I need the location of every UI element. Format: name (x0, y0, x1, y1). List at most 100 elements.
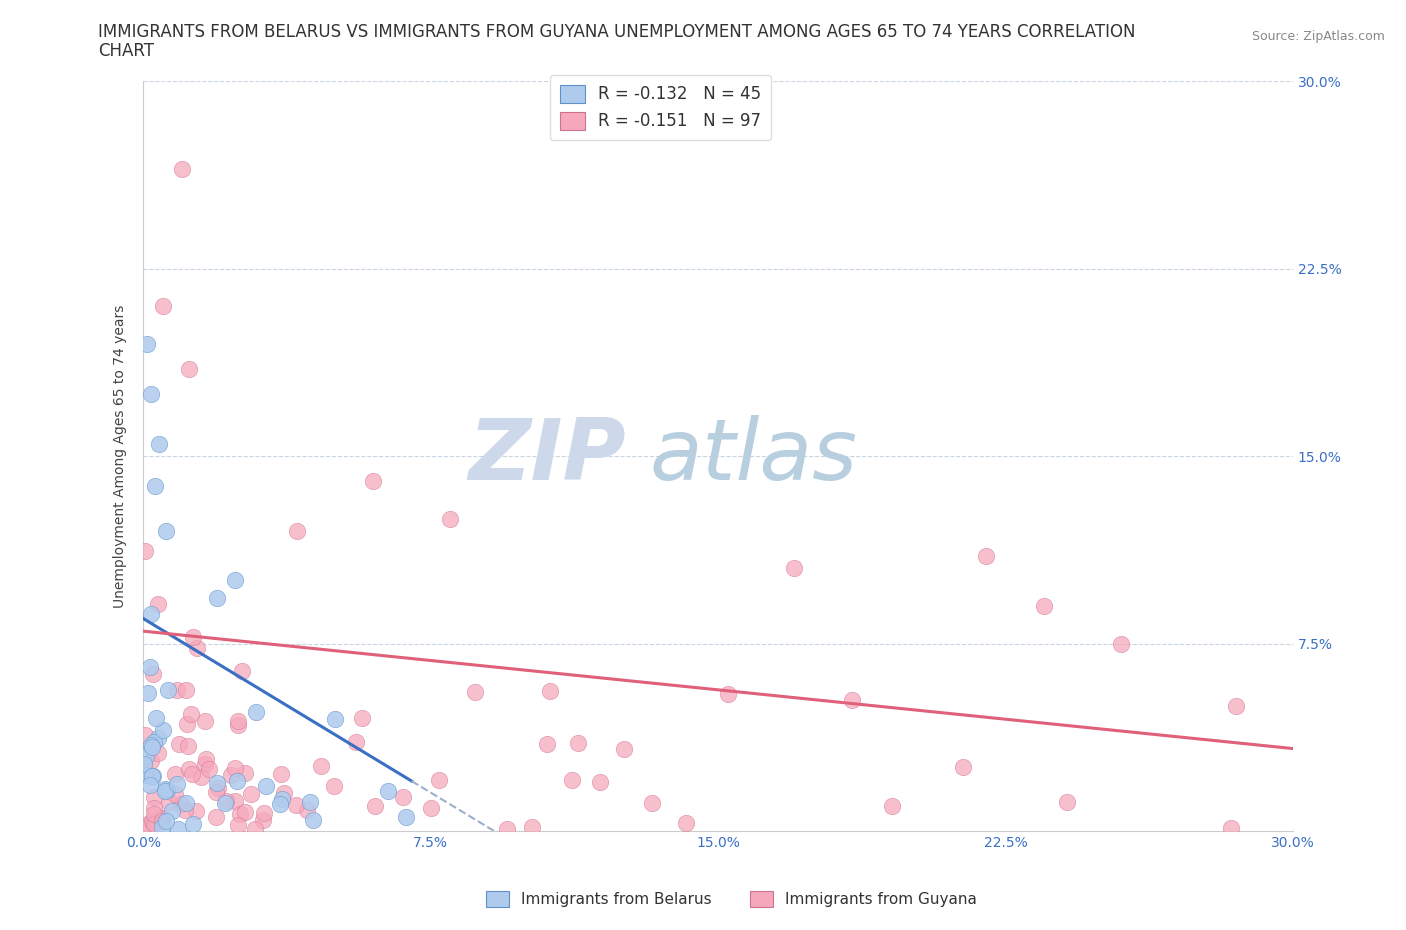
Point (145, 817, 167, 832)
Point (1220, 820, 1243, 835)
Point (717, 686, 740, 701)
Point (142, 806, 165, 821)
Point (228, 817, 250, 832)
Point (142, 735, 165, 750)
Point (561, 773, 583, 788)
Point (174, 683, 197, 698)
Point (180, 766, 202, 781)
Point (163, 767, 186, 782)
Point (783, 561, 806, 576)
Point (153, 783, 176, 798)
Point (323, 778, 346, 793)
Point (152, 814, 174, 829)
Text: ZIP: ZIP (468, 415, 626, 498)
Point (254, 779, 277, 794)
Point (253, 806, 276, 821)
Point (134, 544, 156, 559)
Point (233, 765, 256, 780)
Point (169, 796, 191, 811)
Legend: Immigrants from Belarus, Immigrants from Guyana: Immigrants from Belarus, Immigrants from… (479, 884, 983, 913)
Point (841, 693, 863, 708)
Point (157, 795, 180, 810)
Point (177, 738, 200, 753)
Point (139, 386, 162, 401)
Point (613, 741, 636, 756)
Point (285, 798, 308, 813)
Point (134, 756, 156, 771)
Point (252, 813, 274, 828)
Point (226, 714, 249, 729)
Point (195, 751, 218, 766)
Point (181, 817, 204, 831)
Point (134, 768, 156, 783)
Point (395, 810, 418, 825)
Point (205, 776, 228, 790)
Point (427, 772, 450, 787)
Point (589, 775, 612, 790)
Point (226, 718, 249, 733)
Point (150, 811, 173, 826)
Point (139, 660, 162, 675)
Point (141, 667, 163, 682)
Point (152, 722, 174, 737)
Point (170, 162, 193, 177)
Point (174, 803, 197, 817)
Point (141, 814, 163, 829)
Point (135, 819, 157, 834)
Point (239, 787, 262, 802)
Point (156, 683, 179, 698)
Point (270, 792, 292, 807)
Point (197, 762, 219, 777)
Point (298, 794, 321, 809)
Point (145, 711, 167, 725)
Point (273, 785, 295, 800)
Point (295, 803, 318, 817)
Point (166, 777, 188, 791)
Point (142, 768, 165, 783)
Point (143, 789, 166, 804)
Point (536, 737, 558, 751)
Point (350, 711, 373, 725)
Point (143, 817, 166, 831)
Point (155, 524, 177, 538)
Point (150, 819, 173, 834)
Point (148, 746, 170, 761)
Point (141, 768, 163, 783)
Text: atlas: atlas (650, 415, 858, 498)
Point (136, 337, 159, 352)
Point (179, 762, 201, 777)
Point (344, 734, 367, 749)
Point (538, 684, 561, 698)
Point (134, 727, 156, 742)
Point (1056, 794, 1078, 809)
Point (141, 606, 163, 621)
Point (641, 795, 664, 810)
Point (231, 664, 253, 679)
Point (323, 711, 346, 726)
Point (136, 685, 159, 700)
Point (190, 769, 212, 784)
Point (155, 813, 177, 828)
Point (136, 817, 159, 831)
Point (976, 549, 998, 564)
Point (311, 759, 333, 774)
Point (952, 759, 974, 774)
Point (1225, 698, 1247, 713)
Point (439, 512, 461, 526)
Point (156, 782, 179, 797)
Point (675, 816, 697, 830)
Point (146, 731, 169, 746)
Point (179, 362, 201, 377)
Point (225, 774, 247, 789)
Point (224, 794, 246, 809)
Point (150, 810, 173, 825)
Point (146, 597, 169, 612)
Point (148, 436, 170, 451)
Point (464, 684, 486, 699)
Text: Source: ZipAtlas.com: Source: ZipAtlas.com (1251, 30, 1385, 43)
Point (139, 737, 162, 752)
Point (245, 704, 267, 719)
Point (520, 820, 543, 835)
Point (139, 777, 162, 792)
Point (243, 821, 266, 836)
